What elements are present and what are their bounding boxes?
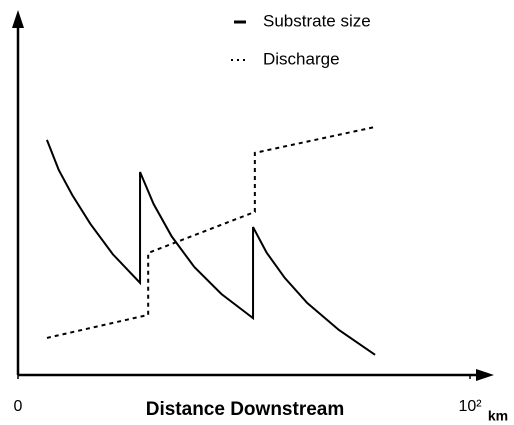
x-tick-label: 0 [14,398,23,415]
legend-label: Discharge [263,49,340,68]
legend-label: Substrate size [263,11,371,30]
x-axis-label: Distance Downstream [146,399,345,420]
x-tick-label: 10² [458,398,482,415]
y-axis-arrow [12,10,24,28]
data-line [45,139,376,356]
x-axis-arrow [476,369,494,381]
x-axis-unit: km [488,408,508,424]
